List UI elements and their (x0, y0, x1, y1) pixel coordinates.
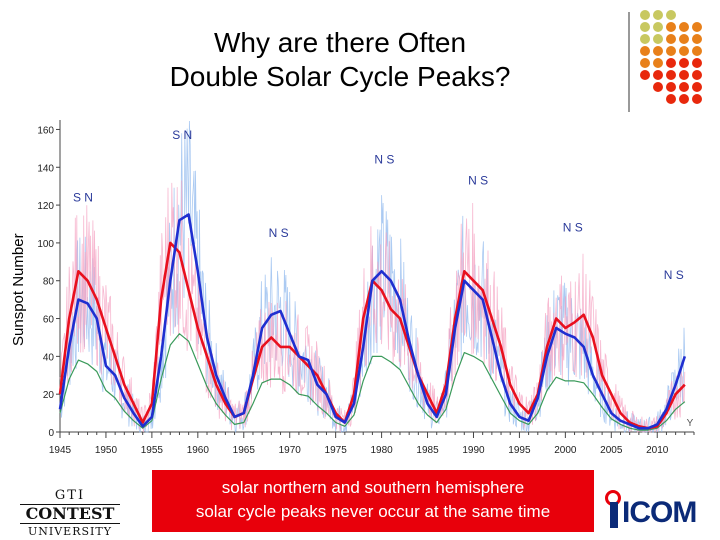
caption-banner: solar northern and southern hemisphere s… (152, 470, 594, 532)
decorative-dot (666, 58, 676, 68)
caption-line-1: solar northern and southern hemisphere (221, 478, 525, 497)
decorative-dot (692, 82, 702, 92)
decorative-dot (692, 22, 702, 32)
decorative-dot (653, 58, 663, 68)
slide-title: Why are there Often Double Solar Cycle P… (90, 26, 590, 94)
y-tick-label: 100 (37, 239, 54, 250)
y-tick-label: 120 (37, 201, 54, 212)
decorative-dot (653, 46, 663, 56)
x-tick-label: 2000 (554, 445, 577, 456)
icom-logo: ICOM (602, 490, 697, 530)
decorative-dot (692, 46, 702, 56)
decorative-dot (666, 94, 676, 104)
decorative-dot (666, 34, 676, 44)
decorative-dot (692, 34, 702, 44)
peak-annotation: N S (468, 173, 488, 187)
logo-university-text: UNIVERSITY (28, 525, 112, 538)
decorative-dot (653, 34, 663, 44)
peak-annotation: N S (563, 221, 583, 235)
y-tick-label: 40 (43, 352, 55, 363)
peak-annotation: N S (269, 226, 289, 240)
x-tick-label: 1955 (141, 445, 164, 456)
decorative-dot (679, 58, 689, 68)
decorative-dot (640, 10, 650, 20)
title-line-2: Double Solar Cycle Peaks? (169, 61, 511, 92)
x-tick-label: 1950 (95, 445, 118, 456)
decorative-dot (692, 94, 702, 104)
x-tick-label: 1985 (416, 445, 439, 456)
decorative-dot (666, 22, 676, 32)
y-tick-label: 60 (43, 315, 55, 326)
logo-gti-text: GTI (54, 488, 86, 503)
decorative-dot (692, 58, 702, 68)
axis-end-label: Y (687, 418, 694, 429)
contest-university-logo: GTI CONTEST UNIVERSITY (20, 488, 120, 538)
decorative-dot (640, 58, 650, 68)
y-axis-label: Sunspot Number (10, 233, 27, 346)
x-tick-label: 2010 (646, 445, 669, 456)
x-tick-label: 1990 (462, 445, 485, 456)
decorative-dot (666, 70, 676, 80)
x-tick-label: 1975 (325, 445, 348, 456)
decorative-dot (653, 70, 663, 80)
peak-annotation: N S (664, 268, 684, 282)
decorative-dot (640, 34, 650, 44)
sunspot-chart: 0 20 40 60 80 100 120 140 160 1945 1950 1955 1960 196… (37, 120, 695, 456)
x-tick-label: 1960 (187, 445, 210, 456)
north-smoothed-series (58, 213, 687, 430)
decorative-dot (653, 82, 663, 92)
decorative-dot (640, 46, 650, 56)
decorative-dot (666, 46, 676, 56)
decorative-dot (679, 22, 689, 32)
icom-logo-bar-icon (610, 502, 618, 528)
decorative-dot (640, 70, 650, 80)
y-tick-label: 140 (37, 163, 54, 174)
logo-contest-text: CONTEST (20, 504, 120, 524)
x-tick-label: 1970 (279, 445, 302, 456)
decorative-dot (679, 46, 689, 56)
decorative-dot (679, 82, 689, 92)
decorative-dot (692, 70, 702, 80)
peak-annotation: S N (172, 128, 192, 142)
title-line-1: Why are there Often (213, 27, 467, 58)
x-tick-label: 1995 (508, 445, 531, 456)
y-tick-label: 160 (37, 125, 54, 136)
x-tick-label: 1965 (233, 445, 256, 456)
x-tick-label: 1945 (49, 445, 72, 456)
decorative-dot (666, 82, 676, 92)
peak-annotation: N S (374, 152, 394, 166)
x-tick-label: 2005 (600, 445, 623, 456)
icom-logo-text: ICOM (622, 496, 697, 529)
x-tick-label: 1980 (370, 445, 393, 456)
y-tick-label: 0 (48, 428, 54, 439)
decorative-dot (653, 10, 663, 20)
total-smoothed-series (59, 333, 686, 431)
decorative-dot (653, 22, 663, 32)
caption-line-2: solar cycle peaks never occur at the sam… (195, 502, 551, 521)
decorative-dot (679, 94, 689, 104)
decorative-dot (679, 34, 689, 44)
decorative-dot (679, 70, 689, 80)
peak-annotation: S N (73, 190, 93, 204)
y-tick-label: 80 (43, 277, 55, 288)
decorative-dot (666, 10, 676, 20)
decorative-dot (640, 22, 650, 32)
decorative-divider (628, 12, 630, 112)
y-tick-label: 20 (43, 390, 55, 401)
